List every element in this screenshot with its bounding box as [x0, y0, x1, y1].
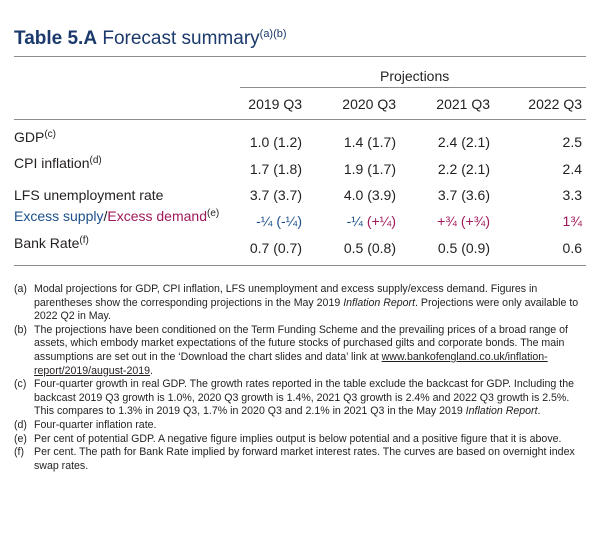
- table-title-text: Forecast summary: [102, 28, 260, 49]
- gdp-2021q3: 2.4 (2.1): [437, 134, 490, 150]
- footnote-text: Four-quarter growth in real GDP. The gro…: [34, 378, 586, 419]
- cpi-2020q3: 1.9 (1.7): [343, 161, 396, 177]
- footnote-text: The projections have been conditioned on…: [34, 324, 586, 378]
- excess-2019q3: -¼ (-¼): [256, 213, 302, 229]
- lfs-2020q3: 4.0 (3.9): [343, 187, 396, 203]
- excess-2020q3-value: -¼: [346, 213, 367, 229]
- footnote-italic: Inflation Report: [465, 405, 538, 418]
- cpi-2019q3: 1.7 (1.8): [249, 161, 302, 177]
- row-footnote-ref: (c): [44, 129, 57, 140]
- footnote-label: (d): [14, 418, 27, 431]
- excess-2022q3: 1¾: [562, 213, 582, 229]
- inflation-report-link[interactable]: www.bankofengland.co.uk/inflation-report…: [34, 350, 548, 377]
- footnote-text: Per cent. The path for Bank Rate implied…: [34, 446, 575, 472]
- row-label-text: GDP: [14, 129, 45, 145]
- table-bottom-rule: [14, 265, 586, 266]
- row-label-text: CPI inflation: [14, 155, 90, 171]
- row-footnote-ref: (f): [79, 235, 89, 246]
- footnote-text-part: .: [150, 364, 153, 377]
- row-footnote-ref: (e): [206, 208, 220, 219]
- footnote-text-part: . Projections were only available to 202…: [34, 296, 579, 323]
- row-label-gdp: GDP(c): [14, 129, 56, 145]
- row-label-text: LFS unemployment rate: [14, 187, 164, 203]
- footnote-text: Modal projections for GDP, CPI inflation…: [34, 283, 586, 324]
- footnote-text-part: The projections have been conditioned on…: [34, 323, 568, 363]
- footnote-b: (b) The projections have been conditione…: [14, 324, 586, 378]
- column-header-2020q3: 2020 Q3: [342, 96, 396, 112]
- table-title-footnote-ref: (a)(b): [259, 28, 287, 40]
- header-rule: [14, 119, 586, 120]
- footnote-text: Per cent of potential GDP. A negative fi…: [34, 432, 562, 445]
- footnote-e: (e) Per cent of potential GDP. A negativ…: [14, 433, 586, 447]
- bankrate-2022q3: 0.6: [562, 240, 582, 256]
- cpi-2022q3: 2.4: [562, 161, 582, 177]
- excess-supply-label: Excess supply: [14, 208, 104, 224]
- footnote-c: (c) Four-quarter growth in real GDP. The…: [14, 378, 586, 419]
- lfs-2022q3: 3.3: [562, 187, 582, 203]
- bankrate-2019q3: 0.7 (0.7): [249, 240, 302, 256]
- row-label-cpi-inflation: CPI inflation(d): [14, 155, 102, 171]
- table-title: Table 5.A Forecast summary(a)(b): [14, 28, 287, 50]
- footnote-italic: Inflation Report: [343, 296, 416, 309]
- table-number: Table 5.A: [14, 28, 98, 49]
- title-rule: [14, 56, 586, 57]
- row-label-text: Bank Rate: [14, 235, 80, 251]
- gdp-2022q3: 2.5: [562, 134, 582, 150]
- cpi-2021q3: 2.2 (2.1): [437, 161, 490, 177]
- footnotes: (a) Modal projections for GDP, CPI infla…: [14, 283, 586, 473]
- excess-2020q3-paren: (+¼): [366, 213, 396, 229]
- label-separator: /: [103, 208, 108, 224]
- footnote-label: (f): [14, 446, 24, 459]
- footnote-label: (b): [14, 323, 27, 336]
- footnote-f: (f) Per cent. The path for Bank Rate imp…: [14, 446, 586, 473]
- row-footnote-ref: (d): [89, 155, 102, 166]
- column-header-2021q3: 2021 Q3: [436, 96, 490, 112]
- lfs-2021q3: 3.7 (3.6): [437, 187, 490, 203]
- projections-group-header: Projections: [380, 68, 450, 84]
- footnote-label: (e): [14, 432, 27, 445]
- excess-demand-label: Excess demand: [107, 208, 207, 224]
- lfs-2019q3: 3.7 (3.7): [249, 187, 302, 203]
- footnote-a: (a) Modal projections for GDP, CPI infla…: [14, 283, 586, 324]
- footnote-label: (c): [14, 378, 27, 391]
- row-label-excess-supply-demand: Excess supply/Excess demand(e): [14, 208, 219, 224]
- row-label-bank-rate: Bank Rate(f): [14, 235, 89, 251]
- gdp-2020q3: 1.4 (1.7): [343, 134, 396, 150]
- footnote-d: (d) Four-quarter inflation rate.: [14, 419, 586, 433]
- column-header-2019q3: 2019 Q3: [248, 96, 302, 112]
- projections-group-rule: [240, 87, 586, 88]
- footnote-label: (a): [14, 283, 27, 295]
- footnote-text-part: Four-quarter growth in real GDP. The gro…: [34, 378, 574, 418]
- bankrate-2021q3: 0.5 (0.9): [437, 240, 490, 256]
- row-label-lfs-unemployment: LFS unemployment rate: [14, 187, 163, 203]
- excess-2020q3: -¼ (+¼): [347, 213, 396, 229]
- gdp-2019q3: 1.0 (1.2): [249, 134, 302, 150]
- column-header-2022q3: 2022 Q3: [528, 96, 582, 112]
- bankrate-2020q3: 0.5 (0.8): [343, 240, 396, 256]
- footnote-text-part: Modal projections for GDP, CPI inflation…: [34, 283, 538, 309]
- footnote-text-part: .: [537, 405, 541, 418]
- excess-2021q3: +¾ (+¾): [437, 213, 490, 229]
- footnote-text: Four-quarter inflation rate.: [34, 418, 157, 431]
